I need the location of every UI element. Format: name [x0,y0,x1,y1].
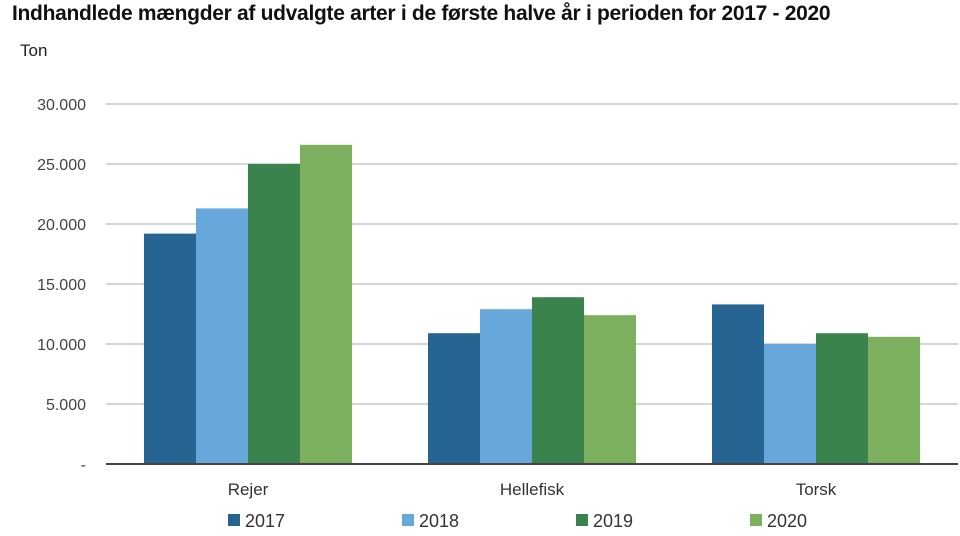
legend: 2017 2018 2019 2020 [228,511,807,531]
y-tick-label: 30.000 [37,97,86,114]
bar-torsk-2019 [816,333,868,464]
legend-swatch [228,514,240,526]
legend-label: 2017 [245,511,285,531]
bar-hellefisk-2020 [584,315,636,464]
legend-swatch [576,514,588,526]
bar-rejer-2020 [300,144,352,465]
category-label: Torsk [796,480,837,499]
y-tick-label: 25.000 [37,157,86,174]
bar-hellefisk-2017 [428,333,480,464]
y-tick-label: - [81,457,86,474]
y-tick-label: 20.000 [37,217,86,234]
category-label: Rejer [228,480,269,499]
y-tick-label: 10.000 [37,337,86,354]
bar-torsk-2017 [712,304,764,464]
legend-swatch [402,514,414,526]
y-tick-label: 15.000 [37,277,86,294]
legend-label: 2019 [593,511,633,531]
bar-rejer-2018 [196,208,248,464]
bar-rejer-2017 [144,233,196,464]
legend-label: 2020 [767,511,807,531]
category-label: Hellefisk [500,480,565,499]
bar-hellefisk-2019 [532,297,584,464]
bar-torsk-2018 [764,344,816,464]
y-axis-ticks: - 5.000 10.000 15.000 20.000 25.000 30.000 [37,97,86,474]
legend-swatch [750,514,762,526]
chart-title: Indhandlede mængder af udvalgte arter i … [12,2,831,25]
bars [144,144,920,465]
y-axis-unit-label: Ton [20,41,48,60]
bar-hellefisk-2018 [480,309,532,464]
bar-rejer-2019 [248,164,300,464]
bar-torsk-2020 [868,336,920,464]
legend-label: 2018 [419,511,459,531]
category-labels: Rejer Hellefisk Torsk [228,480,837,499]
y-tick-label: 5.000 [46,397,86,414]
